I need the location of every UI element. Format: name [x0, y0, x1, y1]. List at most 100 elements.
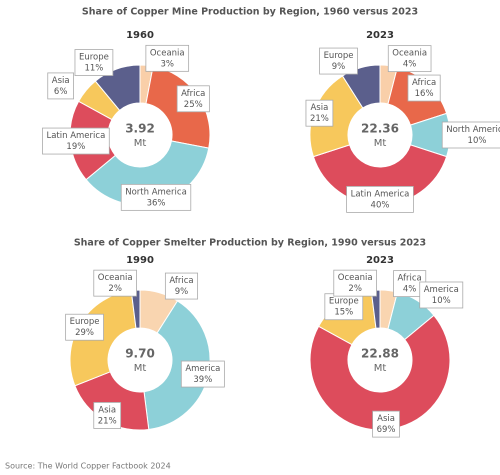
- slice: [309, 75, 364, 158]
- center-unit: Mt: [134, 363, 147, 374]
- label-box: [47, 72, 74, 100]
- label-value: 40%: [371, 200, 390, 210]
- label-box: [319, 47, 358, 75]
- chart-title: 1960: [126, 30, 154, 41]
- label-value: 9%: [332, 62, 346, 72]
- label-box: [164, 272, 199, 300]
- center-value: 22.36: [361, 122, 399, 136]
- section-title: Share of Copper Smelter Production by Re…: [74, 238, 426, 249]
- label-category: Latin America: [46, 131, 105, 141]
- label-box: [305, 99, 334, 127]
- label-value: 4%: [403, 60, 417, 70]
- label-box: [419, 281, 464, 309]
- center-unit: Mt: [134, 138, 147, 149]
- label-box: [407, 74, 441, 102]
- label-category: Asia: [377, 414, 395, 424]
- label-value: 2%: [108, 284, 122, 294]
- section-title: Share of Copper Mine Production by Regio…: [82, 7, 418, 18]
- label-box: [346, 185, 414, 213]
- label-box: [441, 121, 500, 149]
- label-value: 15%: [334, 308, 353, 318]
- label-category: Oceania: [98, 273, 133, 283]
- slice: [309, 314, 451, 431]
- label-box: [120, 183, 192, 211]
- label-value: 3%: [160, 59, 174, 69]
- label-value: 4%: [403, 285, 417, 295]
- label-category: Oceania: [338, 273, 373, 283]
- center-value: 9.70: [125, 347, 155, 361]
- label-value: 25%: [184, 100, 203, 110]
- label-category: North America: [446, 125, 500, 135]
- label-box: [176, 85, 210, 113]
- chart-title: 2023: [366, 255, 394, 266]
- chart-title: 1990: [126, 255, 154, 266]
- label-value: 29%: [75, 328, 94, 338]
- label-value: 10%: [432, 296, 451, 306]
- label-category: Europe: [329, 297, 359, 307]
- label-value: 21%: [98, 416, 117, 426]
- center-value: 3.92: [125, 122, 155, 136]
- label-box: [387, 45, 432, 73]
- label-value: 21%: [310, 114, 329, 124]
- label-box: [42, 127, 110, 155]
- label-category: Africa: [398, 274, 422, 284]
- label-value: 39%: [193, 375, 212, 385]
- label-box: [74, 49, 114, 76]
- label-category: Oceania: [150, 48, 185, 58]
- label-value: 2%: [348, 284, 362, 294]
- source: Source: The World Copper Factbook 2024: [5, 462, 171, 471]
- label-category: Europe: [70, 317, 100, 327]
- label-value: 6%: [54, 87, 68, 97]
- label-category: Europe: [324, 51, 354, 61]
- label-box: [93, 269, 137, 297]
- center-unit: Mt: [374, 138, 387, 149]
- label-box: [65, 313, 104, 341]
- center-unit: Mt: [374, 363, 387, 374]
- label-value: 11%: [84, 64, 103, 74]
- label-value: 10%: [468, 136, 487, 146]
- label-category: Asia: [98, 405, 116, 415]
- label-box: [145, 44, 190, 72]
- label-value: 16%: [415, 89, 434, 99]
- label-value: 69%: [377, 425, 396, 435]
- label-category: Latin America: [351, 189, 410, 199]
- label-value: 9%: [175, 287, 189, 297]
- chart-title: 2023: [366, 30, 394, 41]
- label-category: Asia: [310, 103, 328, 113]
- label-box: [333, 269, 377, 297]
- label-category: America: [424, 285, 459, 295]
- slice: [143, 300, 211, 431]
- label-category: America: [185, 364, 220, 374]
- label-category: Africa: [412, 78, 436, 88]
- label-category: Africa: [169, 276, 193, 286]
- label-category: Africa: [181, 89, 205, 99]
- label-box: [180, 360, 225, 388]
- label-category: Oceania: [392, 49, 427, 59]
- center-value: 22.88: [361, 347, 399, 361]
- label-category: Europe: [79, 53, 109, 63]
- slice: [74, 371, 150, 431]
- label-value: 19%: [66, 142, 85, 152]
- label-category: Asia: [52, 76, 70, 86]
